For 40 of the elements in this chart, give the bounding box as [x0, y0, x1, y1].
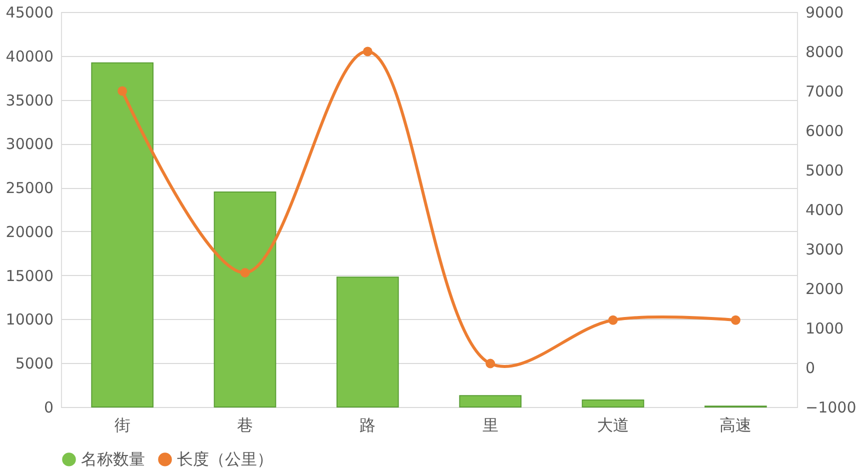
y-tick-label: 35000 — [6, 91, 54, 110]
y-tick-label: 0 — [44, 398, 54, 416]
y-tick-label: 45000 — [6, 4, 54, 22]
point — [608, 315, 618, 325]
bar — [336, 276, 399, 408]
y-tick-label: 10000 — [6, 310, 54, 329]
y2-tick-label: 4000 — [806, 201, 844, 219]
point — [486, 358, 496, 368]
y2-tick-label: 7000 — [806, 82, 844, 100]
bar — [582, 399, 644, 408]
point — [118, 86, 128, 96]
y2-tick-label: 2000 — [806, 280, 844, 298]
y-tick-label: 15000 — [6, 266, 54, 285]
y-tick-label: 40000 — [6, 47, 54, 66]
x-tick-label: 高速 — [720, 416, 752, 434]
y2-tick-label: 8000 — [806, 43, 844, 61]
x-tick-label: 街 — [114, 416, 130, 434]
point — [362, 46, 372, 56]
legend-label: 长度（公里） — [177, 449, 273, 468]
bar — [91, 62, 154, 408]
y2-tick-label: 3000 — [806, 240, 844, 258]
x-tick-label: 巷 — [237, 416, 253, 434]
bar — [214, 191, 276, 408]
y-tick-label: 5000 — [15, 354, 54, 373]
x-tick-label: 大道 — [597, 416, 629, 434]
y2-tick-label: 9000 — [806, 4, 844, 22]
y2-tick-label: 0 — [806, 359, 816, 377]
y2-tick-label: 6000 — [806, 122, 844, 140]
legend-label: 名称数量 — [81, 449, 145, 468]
point — [730, 315, 740, 325]
y2-tick-label: −1000 — [806, 398, 856, 416]
x-tick-label: 里 — [482, 416, 498, 434]
x-tick-label: 路 — [360, 416, 376, 434]
y-tick-label: 25000 — [6, 179, 54, 198]
y-tick-label: 30000 — [6, 135, 54, 154]
bar — [459, 395, 522, 408]
y2-tick-label: 5000 — [806, 162, 844, 180]
point — [240, 268, 250, 278]
y-tick-label: 20000 — [6, 222, 54, 241]
y2-tick-label: 1000 — [806, 320, 844, 338]
